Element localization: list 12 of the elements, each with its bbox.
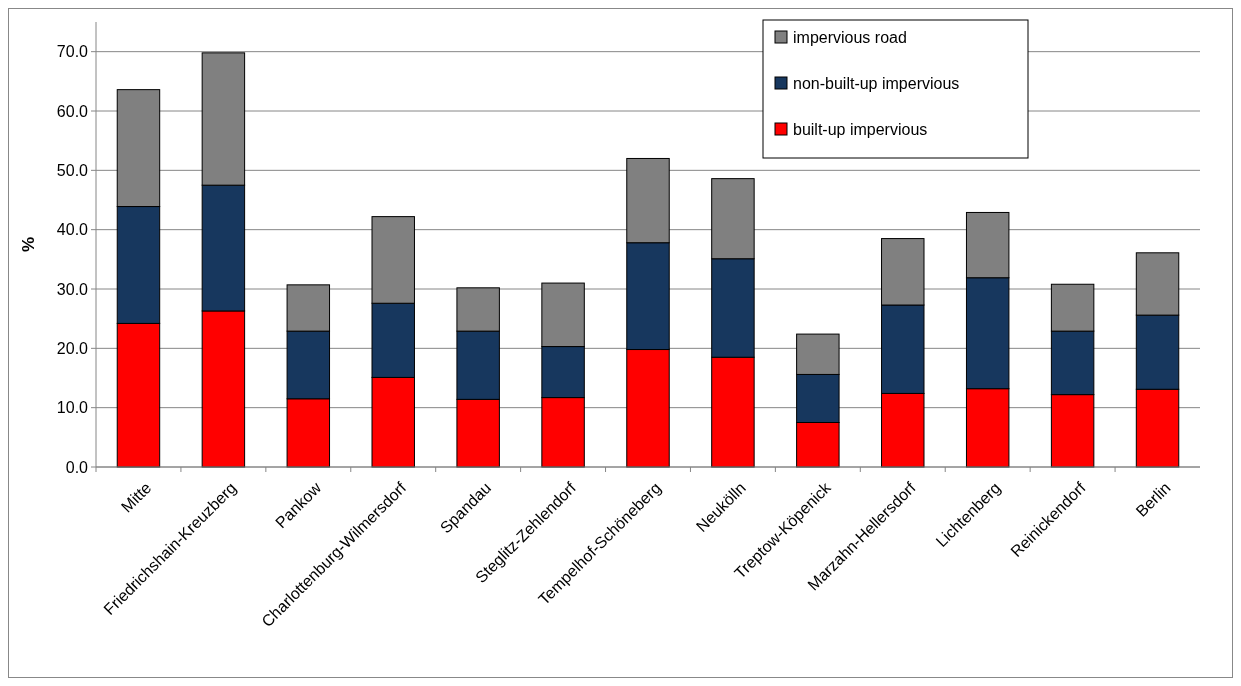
y-tick-label: 40.0 [56,221,89,239]
legend-label: impervious road [793,28,907,46]
y-tick-label: 0.0 [65,458,89,476]
y-tick-label: 50.0 [56,161,89,179]
y-tick-label: 10.0 [56,399,89,417]
y-axis-title: % [19,236,38,253]
y-tick-label: 20.0 [56,339,89,357]
legend-label: non-built-up impervious [793,74,960,92]
y-tick-label: 30.0 [56,280,89,298]
y-tick-label: 70.0 [56,43,89,61]
legend-label: built-up impervious [793,120,928,138]
y-tick-label: 60.0 [56,102,89,120]
